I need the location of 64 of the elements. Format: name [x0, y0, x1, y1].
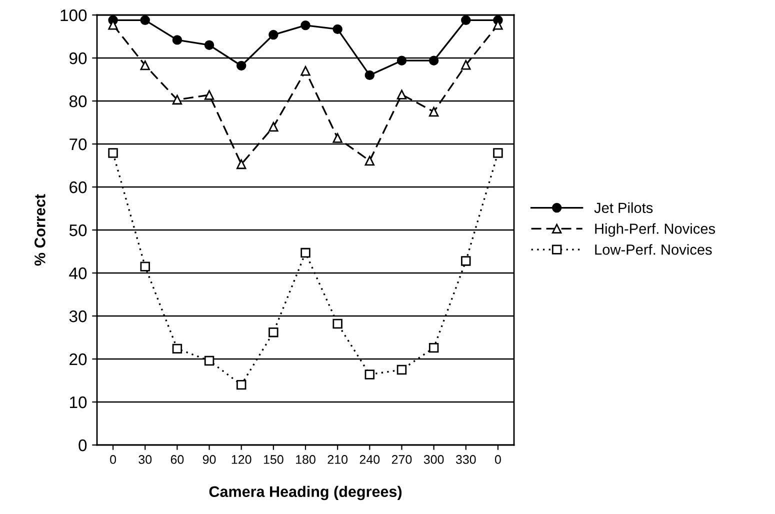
point: [172, 344, 182, 354]
point: [396, 56, 407, 66]
y-axis-title: % Correct: [34, 194, 46, 266]
legend-label: Jet Pilots: [594, 202, 653, 214]
x-tick-label: 240: [360, 455, 380, 464]
y-tick-label: 100: [60, 9, 87, 22]
point: [236, 60, 246, 71]
point: [300, 66, 310, 76]
x-axis-title: Camera Heading (degrees): [209, 486, 402, 500]
y-tick-label: 70: [70, 138, 87, 150]
y-tick-label: 0: [78, 439, 87, 452]
x-tick-label: 210: [328, 455, 348, 464]
x-tick-label: 30: [138, 455, 152, 464]
legend-label: Low-Perf. Novices: [595, 244, 712, 255]
x-tick-label: 150: [264, 455, 284, 464]
point: [428, 342, 439, 353]
y-tick-label: 40: [69, 267, 87, 280]
point: [332, 24, 342, 34]
point: [268, 30, 278, 40]
point: [172, 35, 182, 45]
point: [461, 15, 471, 26]
point: [236, 380, 246, 390]
legend-label: High-Perf. Novices: [595, 223, 716, 237]
point: [461, 256, 471, 266]
x-tick-label: 330: [456, 455, 476, 464]
point: [332, 318, 342, 329]
x-tick-label: 0: [110, 455, 116, 464]
y-tick-label: 20: [70, 353, 87, 366]
x-tick-label: 300: [424, 455, 444, 464]
point: [268, 122, 278, 132]
y-tick-label: 60: [70, 181, 87, 194]
point: [204, 40, 214, 50]
y-tick-label: 10: [70, 396, 87, 408]
point: [140, 60, 150, 70]
point: [364, 70, 375, 80]
x-tick-label: 60: [170, 455, 184, 464]
x-tick-label: 120: [232, 455, 252, 464]
point: [300, 20, 310, 30]
x-tick-label: 180: [296, 455, 316, 464]
y-tick-label: 80: [69, 95, 87, 108]
point: [364, 370, 375, 380]
point: [140, 262, 150, 272]
point: [396, 90, 407, 100]
point: [428, 106, 439, 117]
point: [493, 148, 503, 158]
point: [172, 94, 182, 105]
x-tick-label: 270: [392, 455, 412, 464]
point: [204, 90, 214, 100]
point: [428, 56, 439, 66]
point: [236, 159, 246, 170]
y-tick-label: 50: [69, 224, 87, 236]
point: [140, 15, 150, 26]
point: [396, 364, 407, 375]
point: [461, 60, 471, 70]
point: [108, 148, 118, 158]
point: [300, 248, 310, 258]
x-tick-label: 90: [202, 455, 216, 464]
y-tick-label: 30: [69, 310, 87, 322]
point: [364, 156, 375, 166]
x-tick-label: 0: [494, 455, 501, 464]
point: [332, 133, 342, 143]
y-tick-label: 90: [70, 52, 87, 64]
point: [204, 356, 214, 366]
point: [268, 327, 278, 338]
